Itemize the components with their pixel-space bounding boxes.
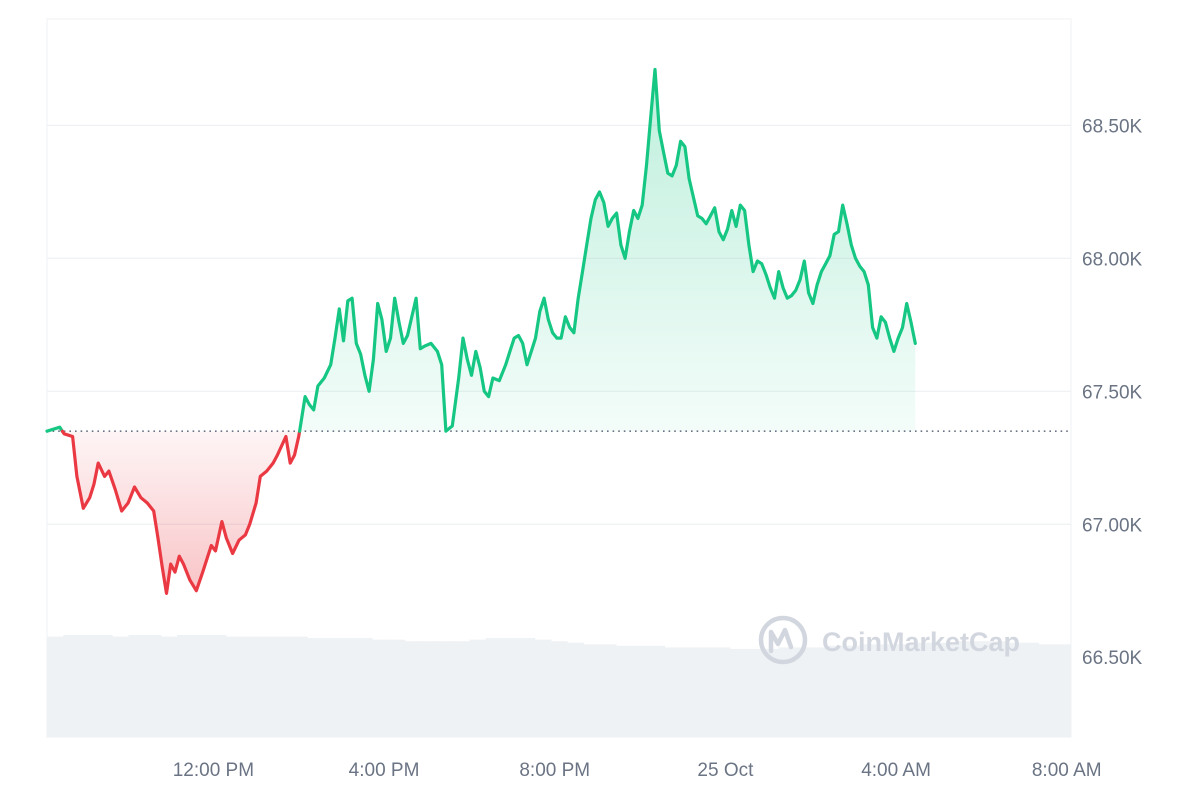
volume-bar <box>1038 644 1056 737</box>
volume-bar <box>160 636 178 737</box>
volume-bar <box>437 641 454 737</box>
price-line-up <box>45 425 64 433</box>
volume-bar <box>1005 642 1023 737</box>
price-line-up <box>298 67 917 433</box>
price-line-down <box>60 429 302 595</box>
volume-bar <box>810 647 828 737</box>
volume-bar <box>989 641 1007 737</box>
volume-bar <box>274 636 292 737</box>
x-tick-label: 25 Oct <box>697 760 754 781</box>
area-fills <box>47 69 916 594</box>
volume-bar <box>95 635 113 737</box>
x-axis-ticks: 12:00 PM 4:00 PM 8:00 PM 25 Oct 4:00 AM 8:00 … <box>173 760 1102 781</box>
volume-bar <box>177 635 194 737</box>
volume-bar <box>518 638 536 737</box>
x-tick-label: 4:00 PM <box>349 760 420 781</box>
volume-bar <box>485 638 503 737</box>
volume-bar <box>453 641 471 737</box>
watermark-text: CoinMarketCap <box>822 627 1020 657</box>
volume-bar <box>404 641 422 737</box>
volume-bar <box>827 645 845 737</box>
volume-bar <box>469 639 487 737</box>
volume-bar <box>583 644 601 737</box>
volume-bar <box>713 647 731 737</box>
volume-bar <box>745 648 763 737</box>
y-tick-label: 68.50K <box>1082 116 1143 137</box>
volume-bar <box>79 635 97 737</box>
volume-bar <box>924 642 942 737</box>
volume-bar <box>778 647 796 737</box>
coinmarketcap-watermark: CoinMarketCap <box>758 615 1020 665</box>
volume-bar <box>355 638 373 737</box>
volume-bar <box>875 644 893 737</box>
price-lines <box>45 67 917 595</box>
volume-bar <box>729 648 747 737</box>
volume-bar <box>615 645 633 737</box>
volume-bar <box>632 645 649 737</box>
volume-bar <box>290 636 308 737</box>
y-tick-label: 67.00K <box>1082 515 1143 536</box>
volume-bar <box>1054 644 1072 737</box>
y-tick-label: 66.50K <box>1082 648 1143 669</box>
volume-bar <box>112 636 129 737</box>
volume-bar <box>225 636 243 737</box>
volume-bar <box>680 647 698 737</box>
volume-bar <box>697 647 715 737</box>
volume-bar <box>648 645 666 737</box>
x-tick-label: 12:00 PM <box>173 760 254 781</box>
x-tick-label: 8:00 PM <box>519 760 590 781</box>
volume-bar <box>534 639 552 737</box>
volume-bar <box>420 641 438 737</box>
volume-bar <box>599 644 617 737</box>
volume-bar <box>502 638 519 737</box>
volume-bar <box>940 642 958 737</box>
volume-bar <box>550 641 568 737</box>
volume-bar <box>258 636 276 737</box>
volume-bars <box>47 635 1072 737</box>
volume-bar <box>664 647 682 737</box>
volume-bar <box>63 635 81 737</box>
volume-bar <box>859 644 877 737</box>
volume-bar <box>242 636 259 737</box>
volume-bar <box>323 638 341 737</box>
volume-bar <box>567 642 584 737</box>
volume-bar <box>193 635 211 737</box>
area-fill-below-baseline <box>62 431 300 594</box>
x-tick-label: 8:00 AM <box>1032 760 1102 781</box>
volume-bar <box>372 639 389 737</box>
volume-bar <box>128 635 146 737</box>
volume-bar <box>47 636 64 737</box>
x-tick-label: 4:00 AM <box>861 760 931 781</box>
y-tick-label: 68.00K <box>1082 249 1143 270</box>
volume-bar <box>973 641 991 737</box>
volume-bar <box>843 645 861 737</box>
volume-bar <box>762 648 780 737</box>
volume-bar <box>209 635 227 737</box>
volume-bar <box>908 642 926 737</box>
volume-bar <box>957 641 975 737</box>
coinmarketcap-logo-icon <box>758 615 808 665</box>
y-axis-ticks: 68.50K 68.00K 67.50K 67.00K 66.50K <box>1082 116 1143 669</box>
volume-bar <box>144 635 162 737</box>
volume-bar <box>307 638 324 737</box>
y-tick-label: 67.50K <box>1082 382 1143 403</box>
volume-bar <box>388 639 406 737</box>
volume-bar <box>794 647 812 737</box>
volume-bar <box>892 644 910 737</box>
volume-bar <box>1022 642 1040 737</box>
area-fill-above-baseline <box>299 69 916 432</box>
volume-bar <box>339 638 357 737</box>
